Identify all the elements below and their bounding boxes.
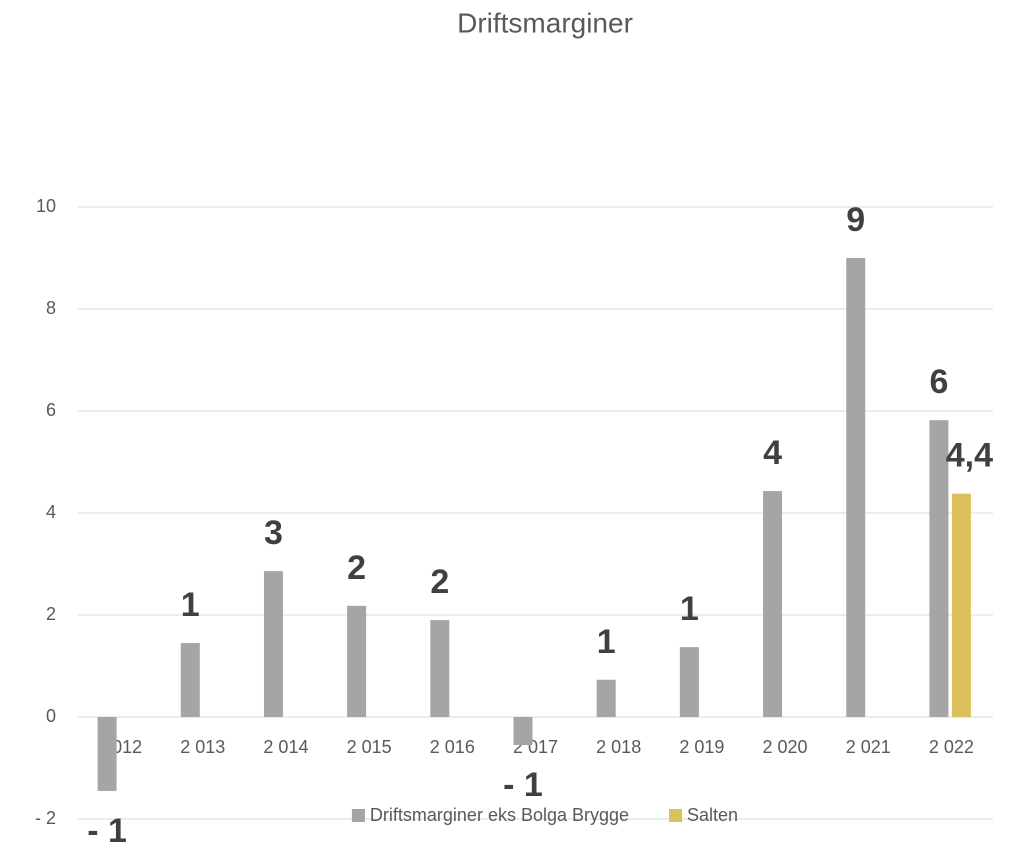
bar bbox=[430, 620, 450, 717]
bar bbox=[763, 491, 783, 717]
bar bbox=[929, 420, 949, 717]
x-tick-label: 2 016 bbox=[430, 737, 475, 757]
data-label: 2 bbox=[430, 563, 449, 601]
data-label: 6 bbox=[929, 363, 948, 401]
x-tick-label: 2 022 bbox=[929, 737, 974, 757]
bar bbox=[679, 647, 699, 717]
data-label: 9 bbox=[846, 201, 865, 239]
bar bbox=[513, 717, 533, 746]
y-tick-label: 4 bbox=[46, 502, 56, 522]
x-tick-label: 2 018 bbox=[596, 737, 641, 757]
bar bbox=[951, 493, 971, 717]
bar bbox=[180, 643, 200, 717]
bar bbox=[263, 571, 283, 717]
y-tick-label: 8 bbox=[46, 298, 56, 318]
y-tick-label: - 2 bbox=[35, 808, 56, 828]
y-tick-label: 10 bbox=[36, 196, 56, 216]
x-tick-label: 2 020 bbox=[763, 737, 808, 757]
x-tick-label: 2 013 bbox=[180, 737, 225, 757]
y-tick-label: 6 bbox=[46, 400, 56, 420]
data-label: 1 bbox=[680, 590, 699, 628]
bar bbox=[347, 605, 367, 717]
bar bbox=[846, 258, 866, 717]
x-tick-label: 2 014 bbox=[263, 737, 308, 757]
y-tick-label: 0 bbox=[46, 706, 56, 726]
data-label: 4,4 bbox=[946, 437, 993, 475]
x-tick-label: 2 021 bbox=[846, 737, 891, 757]
x-tick-label: 2 019 bbox=[679, 737, 724, 757]
x-tick-label: 2 015 bbox=[347, 737, 392, 757]
data-label: - 1 bbox=[87, 812, 127, 850]
legend-label: Salten bbox=[687, 805, 738, 825]
bar bbox=[596, 679, 616, 717]
data-label: 3 bbox=[264, 514, 283, 552]
legend-label: Driftsmarginer eks Bolga Brygge bbox=[370, 805, 629, 825]
chart-title: Driftsmarginer bbox=[457, 7, 633, 38]
legend-swatch bbox=[351, 809, 365, 822]
data-label: 2 bbox=[347, 549, 366, 587]
y-tick-label: 2 bbox=[46, 604, 56, 624]
data-label: 1 bbox=[597, 623, 616, 661]
legend-swatch bbox=[669, 809, 683, 822]
data-label: - 1 bbox=[503, 766, 543, 804]
data-label: 4 bbox=[763, 434, 782, 472]
bar bbox=[97, 717, 117, 791]
data-label: 1 bbox=[181, 586, 200, 624]
